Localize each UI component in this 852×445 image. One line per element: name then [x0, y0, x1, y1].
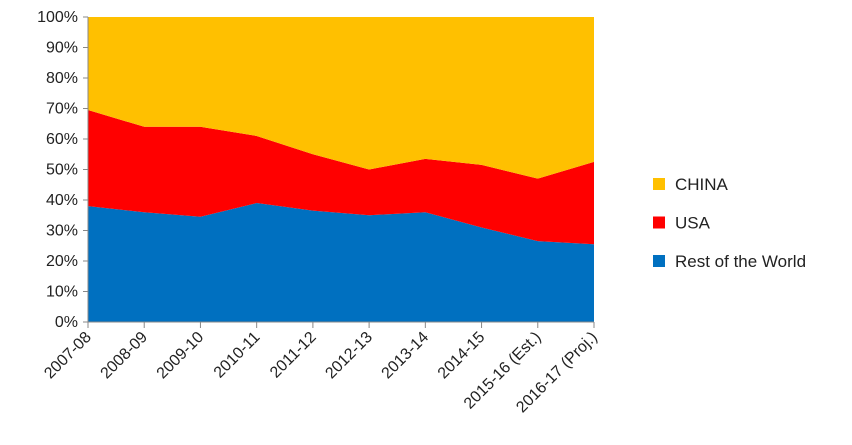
legend-swatch-china — [653, 178, 665, 190]
area-usa — [88, 110, 594, 245]
x-tick-label: 2007-08 — [41, 329, 95, 383]
y-axis-ticks: 0% 10% 20% 30% 40% 50% 60% 70% 80% 90% 100% — [37, 9, 88, 331]
x-tick-label: 2010-11 — [211, 329, 264, 382]
legend-label-china: CHINA — [675, 175, 729, 194]
y-tick-label: 30% — [46, 223, 78, 240]
x-tick-label: 2008-09 — [98, 329, 152, 383]
area-series-group — [88, 17, 594, 322]
y-tick-label: 60% — [46, 131, 78, 148]
x-tick-label: 2013-14 — [379, 329, 433, 383]
x-axis-ticks: 2007-08 2008-09 2009-10 2010-11 2011-12 2012-… — [41, 322, 601, 416]
y-tick-label: 90% — [46, 40, 78, 57]
x-tick-label: 2009-10 — [154, 329, 208, 383]
x-tick-label: 2011-12 — [267, 329, 320, 382]
y-tick-label: 80% — [46, 70, 78, 87]
legend-swatch-usa — [653, 216, 665, 229]
y-tick-label: 40% — [46, 192, 78, 209]
legend-swatch-rest-of-the-world — [653, 255, 665, 267]
y-tick-label: 50% — [46, 162, 78, 179]
y-tick-label: 100% — [37, 9, 78, 26]
legend-label-usa: USA — [675, 214, 711, 233]
x-tick-label: 2014-15 — [435, 329, 489, 383]
y-tick-label: 70% — [46, 101, 78, 118]
legend-label-rest-of-the-world: Rest of the World — [675, 252, 806, 271]
x-tick-label: 2012-13 — [322, 329, 376, 383]
y-tick-label: 20% — [46, 253, 78, 270]
legend: CHINA USA Rest of the World — [653, 175, 806, 271]
y-tick-label: 0% — [55, 314, 78, 331]
area-china — [88, 17, 594, 179]
area-rest-of-the-world — [88, 203, 594, 322]
y-tick-label: 10% — [46, 284, 78, 301]
